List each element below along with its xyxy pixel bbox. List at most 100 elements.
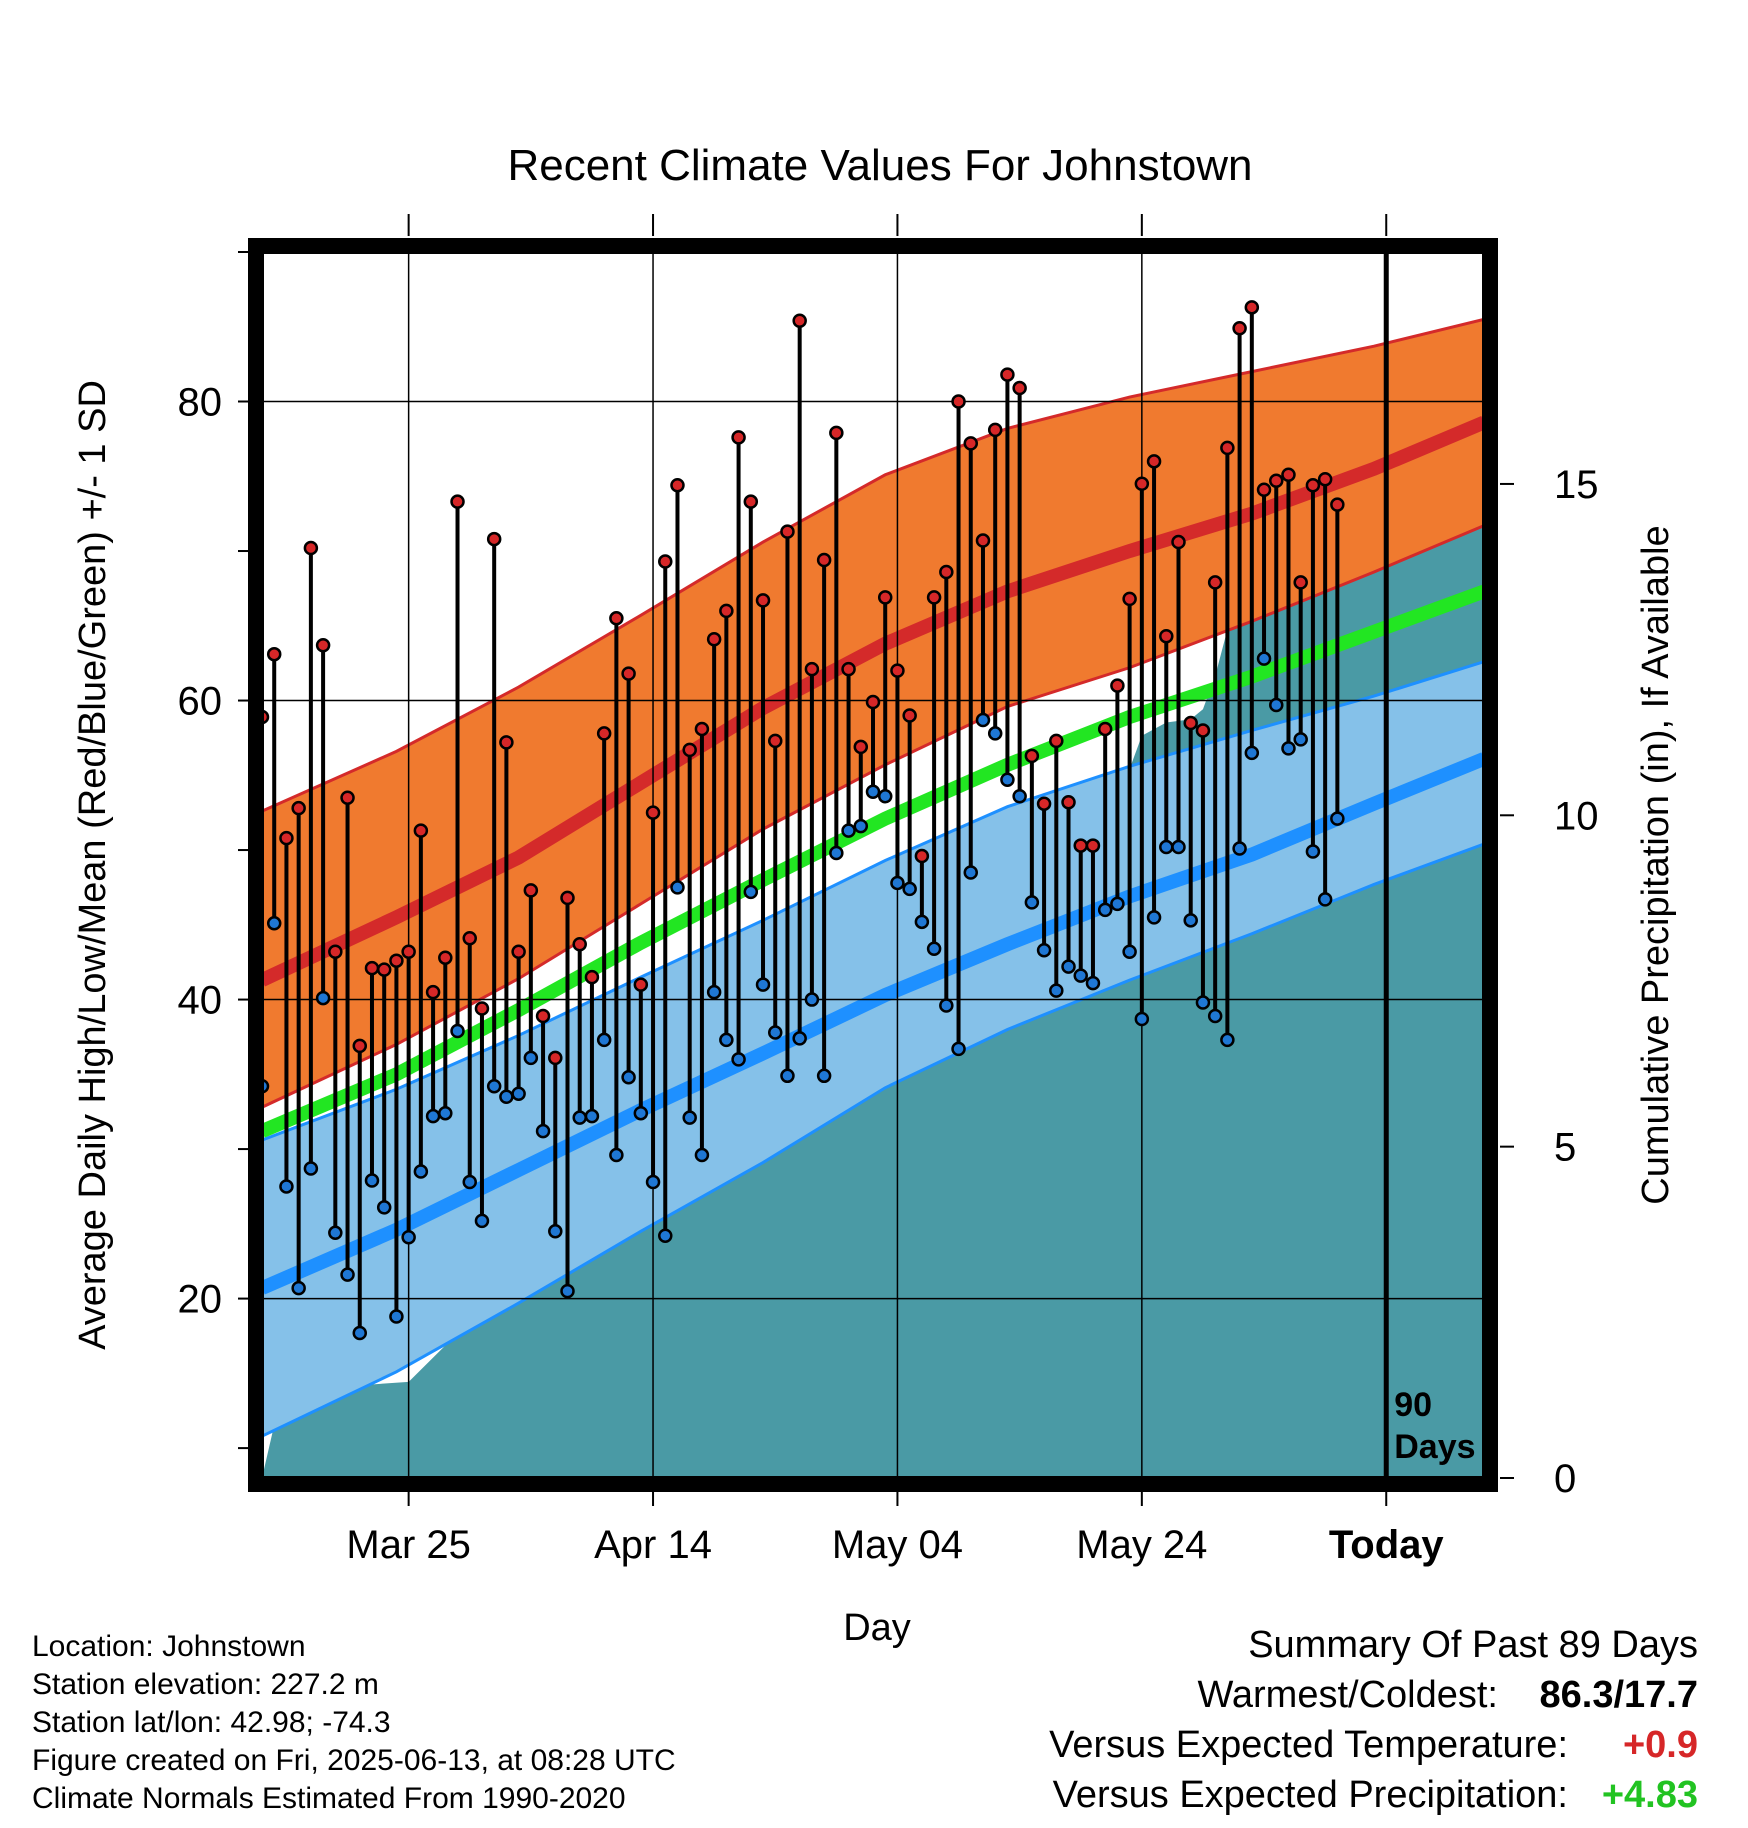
daily-high-point	[462, 931, 477, 946]
daily-low-point	[694, 1147, 710, 1163]
daily-high-point	[804, 661, 820, 677]
daily-high-point	[706, 631, 722, 647]
daily-high-point	[987, 422, 1003, 438]
daily-low-point	[499, 1089, 514, 1104]
daily-low-point	[1183, 913, 1198, 928]
daily-high-point	[548, 1050, 563, 1066]
daily-low-point	[584, 1108, 600, 1124]
daily-high-point	[584, 969, 600, 985]
daily-high-point	[621, 666, 636, 681]
daily-high-point	[1049, 733, 1064, 749]
daily-high-point	[1232, 321, 1247, 336]
daily-low-point	[951, 1041, 966, 1057]
y-axis-label: Average Daily High/Low/Mean (Red/Blue/Gr…	[72, 380, 114, 1350]
chart-title: Recent Climate Values For Johnstown	[507, 141, 1252, 190]
daily-high-point	[1122, 591, 1137, 607]
daily-high-point	[450, 494, 465, 509]
precip-row: Versus Expected Precipitation: +4.83	[1049, 1770, 1698, 1820]
daily-low-point	[939, 998, 954, 1013]
daily-low-point	[804, 992, 820, 1007]
daily-high-point	[266, 646, 282, 662]
daily-high-point	[413, 823, 429, 838]
daily-low-point	[975, 712, 991, 728]
x-tick-label: May 24	[1076, 1523, 1207, 1567]
x-tick-label: May 04	[832, 1523, 963, 1567]
daily-high-point	[1256, 482, 1272, 497]
daily-low-point	[621, 1070, 636, 1085]
daily-low-point	[572, 1110, 587, 1125]
daily-low-point	[829, 845, 844, 861]
daily-high-point	[511, 944, 526, 959]
daily-low-point	[963, 865, 979, 880]
daily-high-point	[939, 564, 954, 580]
daily-low-point	[1122, 944, 1137, 959]
daily-high-point	[743, 494, 759, 509]
daily-low-point	[523, 1050, 539, 1066]
daily-low-point	[816, 1068, 832, 1084]
daily-low-point	[609, 1147, 624, 1163]
daily-high-point	[682, 742, 697, 758]
daily-high-point	[1244, 300, 1260, 315]
daily-high-point	[1317, 472, 1333, 487]
daily-low-point	[352, 1325, 368, 1341]
daily-low-point	[266, 916, 282, 931]
daily-low-point	[1220, 1032, 1235, 1048]
y-tick-label: 60	[178, 680, 223, 724]
daily-high-point	[1073, 838, 1088, 853]
elevation-text: Station elevation: 227.2 m	[32, 1668, 379, 1701]
daily-high-point	[914, 848, 930, 864]
y2-tick-label: 15	[1554, 463, 1599, 507]
daily-high-point	[865, 694, 881, 710]
daily-low-point	[1159, 839, 1174, 855]
daily-low-point	[645, 1174, 661, 1190]
high-sd-band-upper-edge	[262, 317, 1484, 813]
daily-low-point	[1256, 651, 1272, 666]
daily-high-point	[926, 590, 942, 605]
daily-high-point	[535, 1008, 551, 1024]
daily-high-point	[877, 590, 893, 605]
low-sd-band-upper-edge	[262, 660, 1484, 1142]
daily-low-point	[1281, 741, 1296, 756]
today-days-label-1: 90	[1394, 1386, 1432, 1424]
daily-high-point	[1036, 796, 1052, 811]
daily-low-point	[303, 1161, 319, 1176]
plot-area	[262, 317, 1484, 1478]
normal-mean-line	[262, 584, 1484, 1138]
summary-heading: Summary Of Past 89 Days	[1248, 1624, 1698, 1666]
daily-low-point	[877, 788, 893, 804]
normal-low-line	[262, 752, 1484, 1295]
daily-low-point	[658, 1228, 673, 1244]
daily-low-point	[560, 1283, 575, 1299]
daily-high-point	[645, 805, 661, 820]
daily-low-point	[780, 1068, 795, 1084]
daily-low-point	[1232, 841, 1247, 856]
daily-low-point	[438, 1105, 453, 1121]
created-text: Figure created on Fri, 2025-06-13, at 08…	[32, 1744, 676, 1777]
daily-high-point	[1220, 440, 1235, 456]
daily-low-point	[1134, 1011, 1150, 1027]
daily-high-point	[658, 554, 673, 569]
daily-low-point	[755, 977, 771, 992]
daily-low-point	[511, 1086, 526, 1102]
daily-high-point	[328, 944, 343, 959]
daily-low-point	[1024, 895, 1040, 910]
daily-high-point	[1183, 715, 1198, 731]
daily-high-point	[1281, 467, 1296, 483]
daily-high-point	[572, 936, 587, 952]
y2-axis-label: Cumulative Precipitation (in), If Availa…	[1635, 525, 1677, 1204]
daily-low-point	[376, 1200, 392, 1215]
daily-high-point	[376, 962, 392, 977]
daily-high-point	[279, 830, 294, 846]
today-days-label-2: Days	[1394, 1428, 1475, 1466]
daily-low-point	[1049, 983, 1064, 998]
daily-high-point	[670, 477, 685, 493]
x-tick-label: Today	[1329, 1523, 1445, 1567]
daily-high-point	[560, 890, 575, 906]
location-text: Location: Johnstown	[32, 1630, 306, 1663]
daily-low-point	[1000, 772, 1015, 788]
daily-low-point	[987, 726, 1003, 741]
daily-high-point	[1134, 476, 1150, 491]
daily-high-point	[340, 790, 355, 805]
daily-low-point	[486, 1079, 502, 1094]
